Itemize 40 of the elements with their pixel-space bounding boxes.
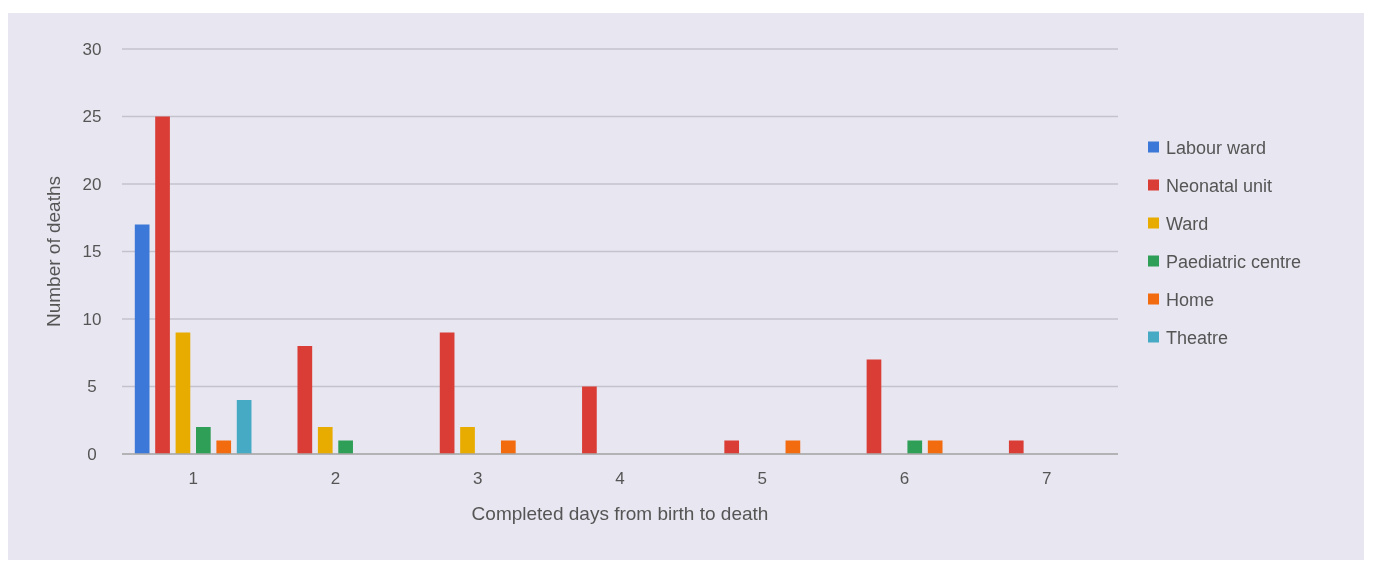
- bar: [134, 224, 150, 454]
- bar: [196, 427, 211, 454]
- bar: [297, 346, 313, 454]
- x-tick-label: 7: [1042, 469, 1052, 488]
- bar: [216, 440, 232, 454]
- x-tick-label: 4: [615, 469, 625, 488]
- y-tick-label: 25: [82, 107, 102, 127]
- legend-label: Home: [1166, 289, 1215, 310]
- legend-label: Theatre: [1166, 327, 1229, 348]
- legend-label: Labour ward: [1166, 137, 1267, 158]
- x-tick-label: 3: [472, 469, 483, 488]
- x-tick-label: 6: [899, 469, 910, 488]
- bar: [460, 427, 475, 454]
- bar: [582, 386, 597, 454]
- y-tick-label: 30: [82, 39, 102, 59]
- y-tick-label: 15: [82, 242, 102, 262]
- y-tick-label: 0: [87, 444, 97, 464]
- bar: [1008, 440, 1024, 454]
- bar: [866, 359, 882, 454]
- legend-label: Ward: [1166, 213, 1209, 234]
- bar: [724, 440, 740, 454]
- y-axis-title: Number of deaths: [43, 175, 64, 328]
- x-tick-label: 1: [188, 469, 198, 488]
- y-tick-label: 5: [87, 377, 97, 397]
- bar: [155, 116, 170, 454]
- bar: [907, 440, 923, 454]
- bar: [439, 332, 455, 454]
- bar: [927, 440, 943, 454]
- x-tick-label: 5: [757, 469, 768, 488]
- x-tick-label: 2: [330, 469, 341, 488]
- y-tick-label: 20: [82, 174, 102, 194]
- y-tick-label: 10: [82, 309, 102, 329]
- bar: [175, 332, 191, 454]
- bar: [317, 427, 333, 454]
- bar: [236, 400, 252, 454]
- bar: [338, 440, 353, 454]
- legend-label: Neonatal unit: [1166, 175, 1273, 196]
- x-axis-title: Completed days from birth to death: [471, 503, 769, 524]
- legend-label: Paediatric centre: [1166, 251, 1302, 272]
- bar: [500, 440, 516, 454]
